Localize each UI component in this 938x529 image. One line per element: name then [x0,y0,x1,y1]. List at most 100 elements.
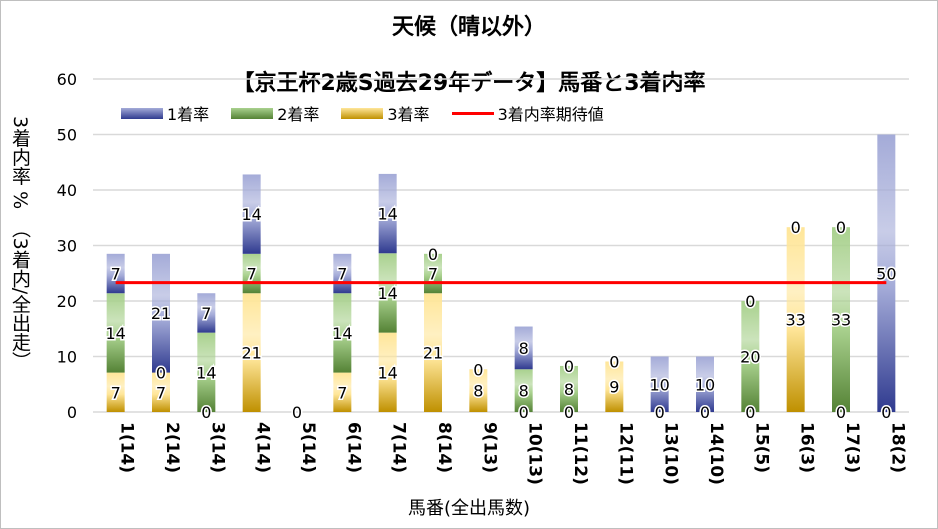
data-label: 14 [241,205,261,224]
data-label: 14 [377,363,397,382]
data-label: 7 [337,383,347,402]
legend-swatch [121,107,163,119]
bar-segment-2着率 [832,227,850,412]
data-label: 0 [473,360,483,379]
legend: 1着率 2着率 3着率 3着内率期待値 [121,101,604,125]
data-label: 0 [881,403,891,422]
x-tick-label: 6(14) [343,422,363,473]
data-label: 0 [156,364,166,383]
chart-subtitle: 【京王杯2歳S過去29年データ】馬番と3着内率 [232,71,706,96]
legend-item-3rd: 3着率 [341,101,430,125]
y-tick-label: 50 [57,126,77,145]
legend-label: 1着率 [167,105,210,124]
data-label: 10 [649,375,669,394]
data-label: 7 [201,304,211,323]
data-label: 50 [876,264,896,283]
data-label: 8 [519,339,529,358]
data-label: 0 [519,403,529,422]
data-label: 0 [564,357,574,376]
legend-swatch [231,107,274,119]
bar-segment-2着率 [333,293,352,373]
bar-segment-1着率 [877,134,896,412]
bar-segment-3着率 [106,372,125,412]
bar-segment-3着率 [424,293,442,412]
x-tick-label: 17(3) [842,422,862,473]
x-tick-label: 8(14) [434,422,454,473]
data-label: 21 [423,344,443,363]
data-label: 8 [564,380,574,399]
data-label: 0 [836,218,846,237]
data-label: 0 [836,403,846,422]
legend-label: 3着内率期待値 [497,105,604,124]
data-label: 0 [745,403,755,422]
x-tick-label: 1(14) [117,422,137,473]
bar-segment-3着率 [152,372,170,412]
legend-swatch [341,107,384,119]
data-label: 8 [519,382,529,401]
bar-segment-1着率 [514,326,533,370]
bar-segment-1着率 [197,293,216,333]
bar-segment-1着率 [696,356,714,412]
x-axis-label: 馬番(全出馬数) [407,498,531,519]
y-tick-label: 60 [57,70,77,89]
data-label: 7 [428,265,438,284]
bar-segment-2着率 [197,332,216,412]
y-tick-label: 10 [57,348,77,367]
legend-swatch [451,111,494,115]
data-label: 7 [247,265,257,284]
bar-segment-2着率 [106,293,125,373]
bar-segment-1着率 [242,174,261,254]
legend-label: 2着率 [277,105,320,124]
x-tick-label: 11(12) [570,422,590,485]
y-tick-label: 30 [57,237,77,256]
bar-segment-3着率 [786,227,805,412]
data-label: 20 [740,348,760,367]
data-label: 33 [831,311,851,330]
x-tick-label: 14(10) [706,422,726,485]
data-label: 0 [292,403,302,422]
legend-item-expected: 3着内率期待値 [451,101,604,125]
legend-item-2nd: 2着率 [231,101,319,125]
bar-segment-3着率 [378,332,397,412]
x-tick-label: 12(11) [615,422,635,485]
bar-segment-1着率 [378,173,397,254]
bar-segment-3着率 [333,372,352,412]
x-tick-label: 16(3) [797,422,817,473]
data-label: 7 [111,265,121,284]
data-label: 14 [377,284,397,303]
data-label: 0 [700,403,710,422]
data-label: 0 [609,352,619,371]
data-label: 0 [791,218,801,237]
x-tick-label: 4(14) [253,422,273,473]
data-label: 7 [156,383,166,402]
x-tick-label: 10(13) [525,422,545,485]
data-label: 0 [564,403,574,422]
bar-segment-1着率 [650,356,669,412]
data-label: 33 [785,311,805,330]
data-label: 7 [111,383,121,402]
bar-segment-3着率 [469,369,488,412]
data-label: 9 [609,378,619,397]
x-tick-label: 9(13) [479,422,499,473]
y-axis-label: 3着内率 % （3着内/全出走） [9,116,31,371]
data-label: 14 [332,324,352,343]
x-tick-label: 5(14) [298,422,318,473]
data-label: 14 [105,324,125,343]
legend-item-1st: 1着率 [121,101,209,125]
data-label: 21 [151,304,171,323]
x-tick-label: 18(2) [887,422,907,473]
x-tick-label: 7(14) [389,422,409,473]
bar-segment-2着率 [560,365,578,412]
data-label: 7 [337,265,347,284]
y-tick-label: 40 [57,181,77,200]
y-tick-label: 0 [67,403,77,422]
legend-label: 3着率 [387,105,430,124]
data-label: 0 [655,403,665,422]
data-label: 8 [473,382,483,401]
bar-segment-2着率 [514,369,533,412]
x-tick-label: 2(14) [162,422,182,473]
data-label: 14 [196,363,216,382]
x-tick-label: 13(10) [661,422,681,485]
x-tick-label: 15(5) [751,422,771,473]
